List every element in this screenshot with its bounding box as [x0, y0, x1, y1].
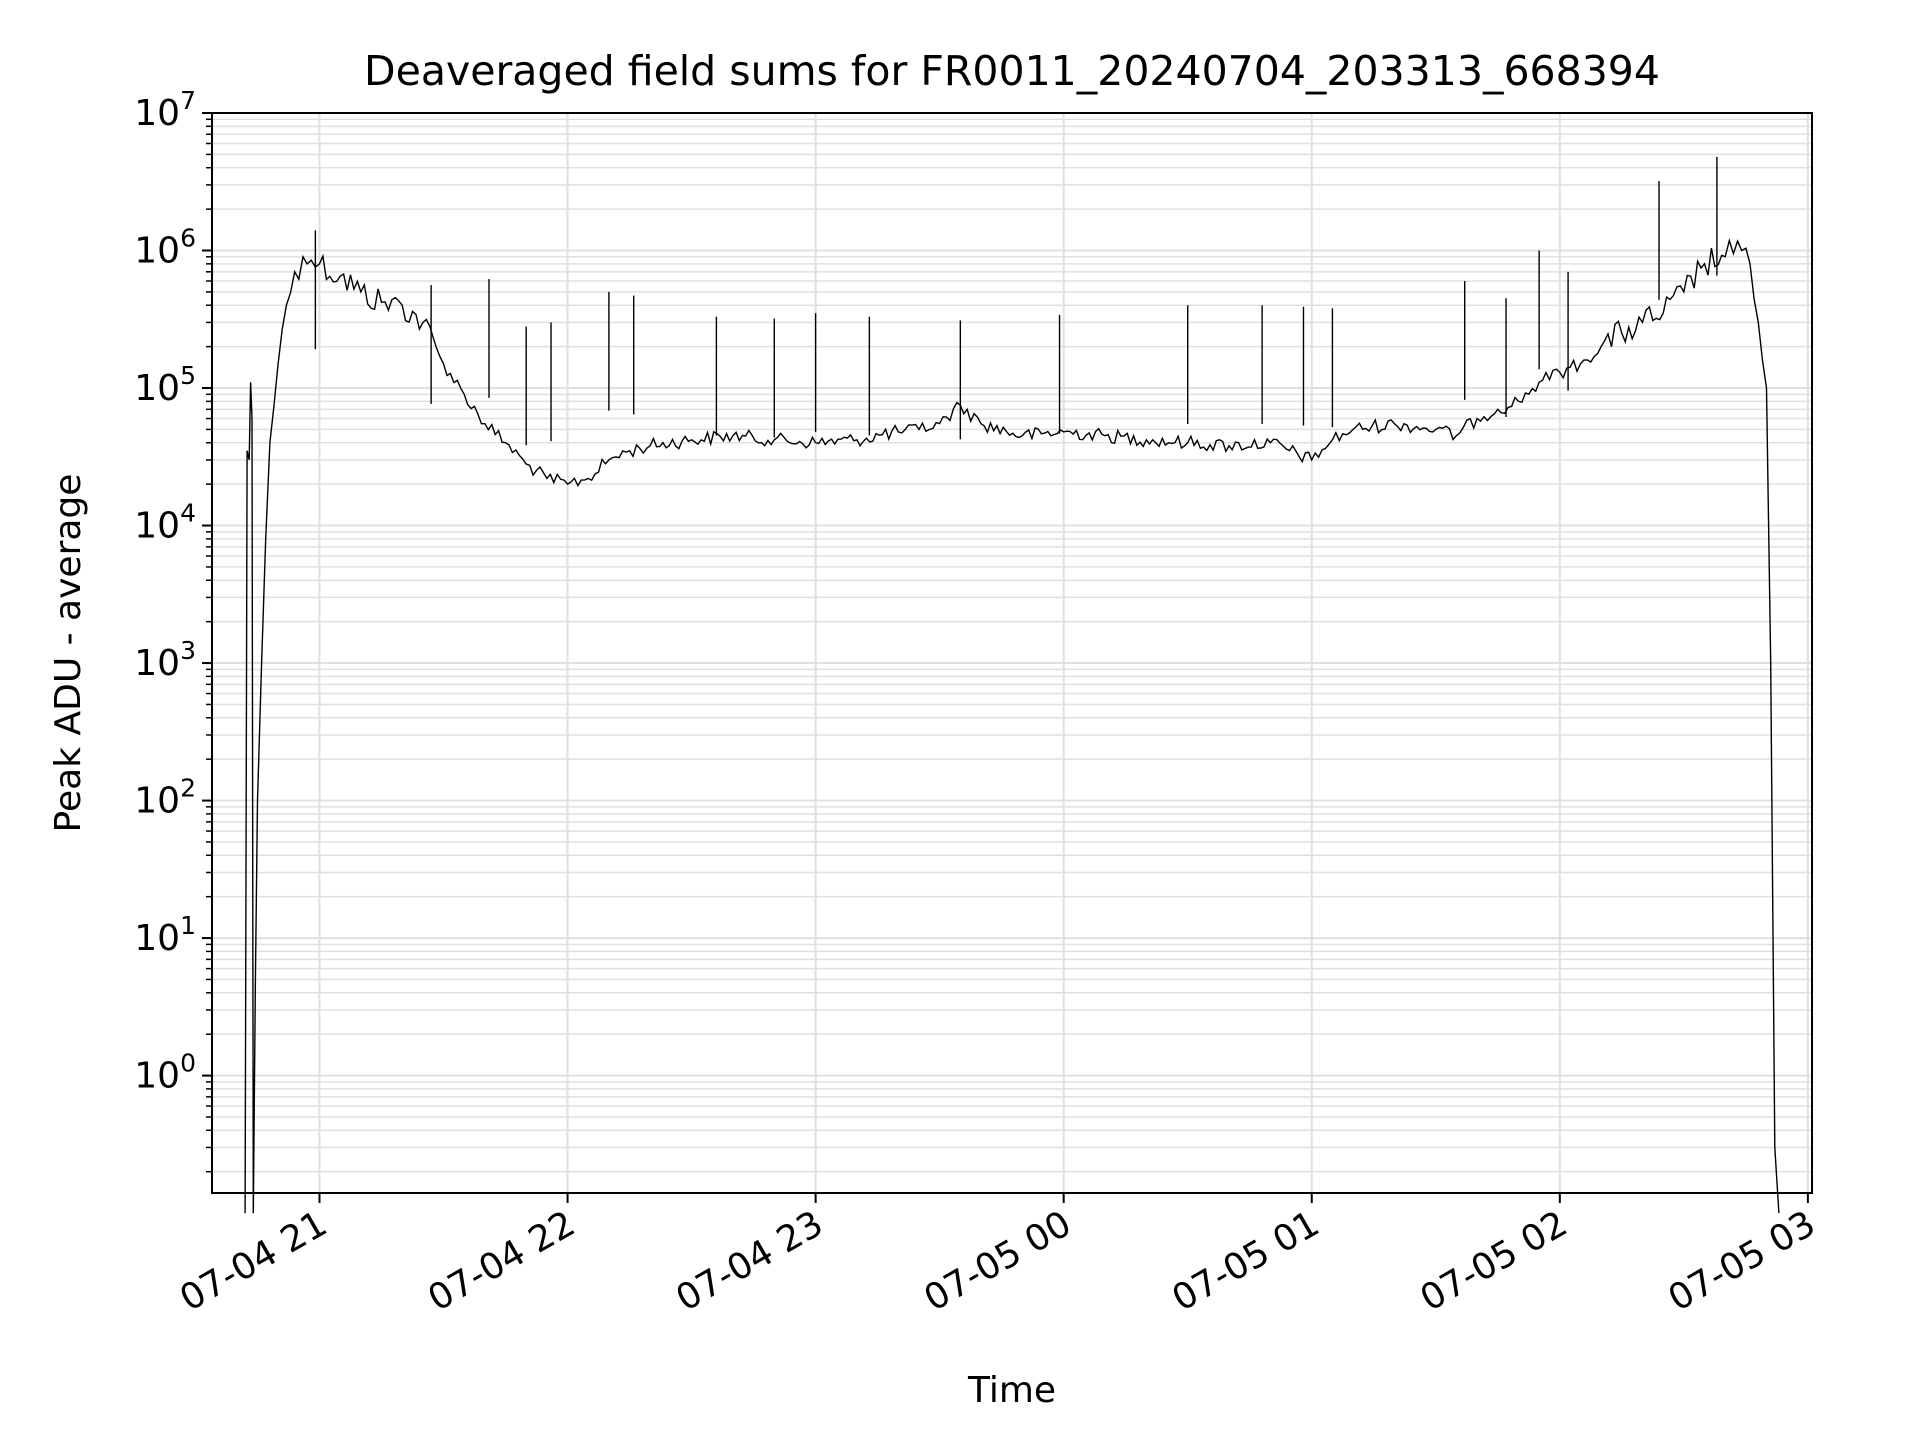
y-tick-label: 106: [134, 224, 196, 272]
y-tick-exponent: 5: [180, 361, 196, 390]
y-axis-label: Peak ADU - average: [48, 474, 89, 833]
y-tick-label: 103: [134, 636, 196, 684]
y-tick-base: 10: [134, 231, 180, 272]
y-tick-label: 104: [134, 499, 196, 547]
minor-grid: [212, 118, 1812, 1173]
spike-lines: [314, 156, 1718, 446]
y-tick-label: 100: [134, 1049, 196, 1097]
y-tick-base: 10: [134, 368, 180, 409]
y-tick-exponent: 1: [180, 911, 196, 940]
y-tick-base: 10: [134, 781, 180, 822]
y-tick-label: 101: [134, 911, 196, 959]
chart-title: Deaveraged field sums for FR0011_2024070…: [364, 47, 1660, 95]
y-tick-base: 10: [134, 643, 180, 684]
y-tick-exponent: 3: [180, 636, 196, 665]
y-tick-base: 10: [134, 506, 180, 547]
y-tick-base: 10: [134, 918, 180, 959]
y-tick-label: 107: [134, 86, 196, 134]
y-tick-label: 105: [134, 361, 196, 409]
y-tick-base: 10: [134, 1056, 180, 1097]
y-tick-exponent: 0: [180, 1049, 196, 1078]
y-tick-exponent: 6: [180, 224, 196, 253]
x-axis-label: Time: [967, 1370, 1056, 1411]
y-tick-exponent: 2: [180, 774, 196, 803]
y-tick-exponent: 4: [180, 499, 196, 528]
y-tick-label: 102: [134, 774, 196, 822]
y-tick-base: 10: [134, 93, 180, 134]
plot-frame: [211, 112, 1813, 1194]
y-tick-exponent: 7: [180, 86, 196, 115]
